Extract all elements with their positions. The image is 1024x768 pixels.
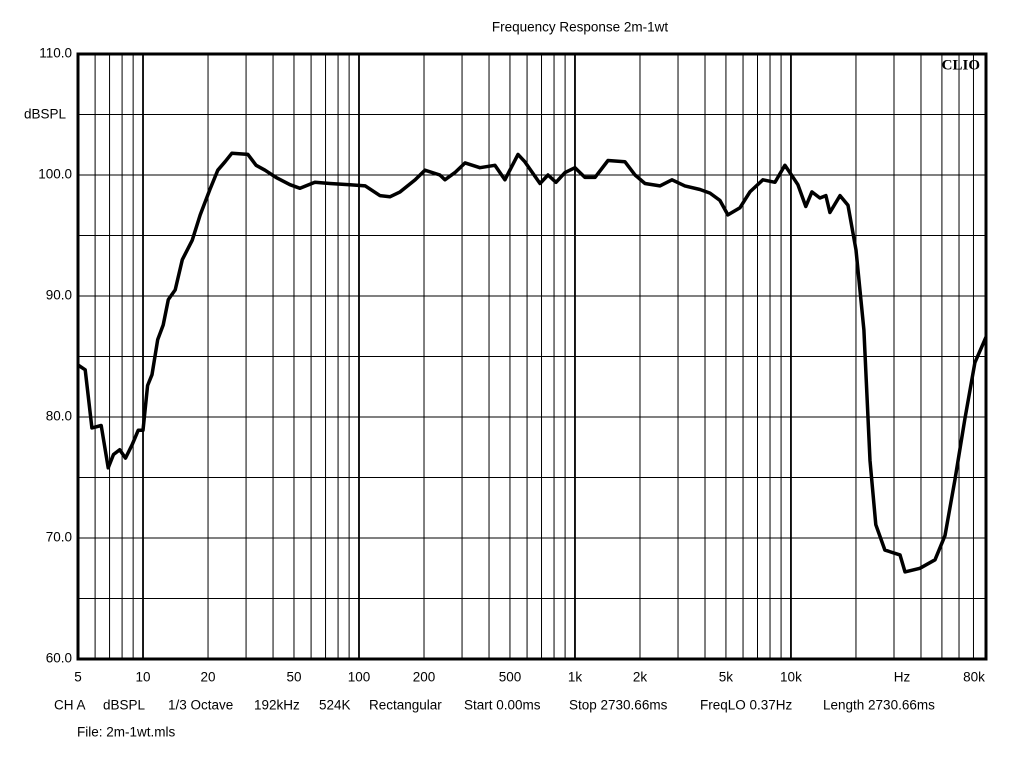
x-tick-label: 10k (780, 670, 802, 685)
footer-item: 524K (319, 698, 351, 713)
footer-item: Stop 2730.66ms (569, 698, 668, 713)
footer-item: 1/3 Octave (168, 698, 233, 713)
footer-item: Rectangular (369, 698, 442, 713)
x-tick-label: 1k (568, 670, 583, 685)
footer-item: 192kHz (254, 698, 300, 713)
footer-item: dBSPL (103, 698, 146, 713)
y-tick-label: 80.0 (46, 409, 72, 424)
footer-item: FreqLO 0.37Hz (700, 698, 793, 713)
brand-label: CLIO (942, 57, 980, 73)
chart-title: Frequency Response 2m-1wt (492, 20, 669, 35)
x-tick-label: 50 (286, 670, 301, 685)
footer-item: CH A (54, 698, 86, 713)
y-tick-label: 100.0 (38, 167, 72, 182)
x-tick-label: 5 (74, 670, 82, 685)
y-tick-label: 60.0 (46, 651, 72, 666)
y-unit-label: dBSPL (24, 107, 67, 122)
x-unit-label: Hz (894, 670, 911, 685)
y-tick-label: 90.0 (46, 288, 72, 303)
plot-frame (76, 52, 988, 661)
x-tick-label: 2k (633, 670, 648, 685)
footer-item: Length 2730.66ms (823, 698, 935, 713)
y-tick-label: 110.0 (39, 46, 72, 61)
y-tick-label: 70.0 (46, 530, 72, 545)
x-tick-label: 500 (499, 670, 522, 685)
file-label: File: 2m-1wt.mls (77, 725, 176, 740)
x-tick-label: 10 (136, 670, 151, 685)
footer-item: Start 0.00ms (464, 698, 541, 713)
x-tick-label: 20 (201, 670, 216, 685)
x-tick-label: 80k (963, 670, 985, 685)
response-curve (77, 151, 988, 574)
x-tick-label: 100 (348, 670, 371, 685)
x-tick-label: 5k (719, 670, 734, 685)
x-tick-label: 200 (413, 670, 436, 685)
